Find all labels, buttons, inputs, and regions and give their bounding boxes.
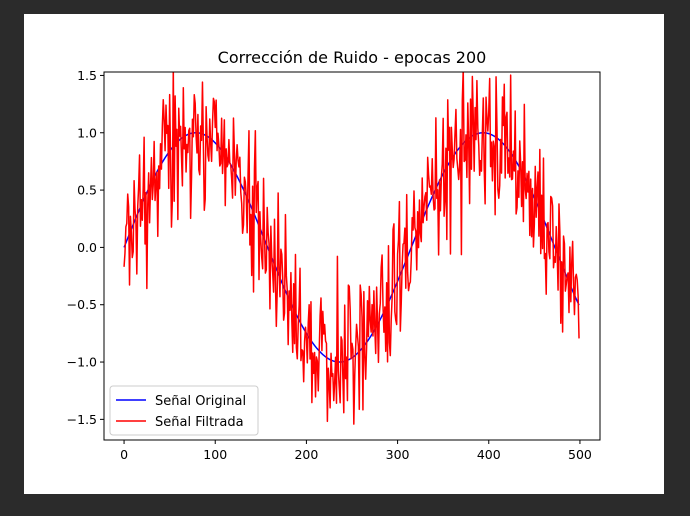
figure-canvas: Corrección de Ruido - epocas 200 0 100 200… (24, 14, 664, 494)
x-tick-label: 300 (386, 447, 410, 462)
x-axis-ticks: 0 100 200 300 400 500 (120, 440, 592, 462)
x-tick-label: 200 (294, 447, 318, 462)
legend-label-original: Señal Original (155, 394, 246, 409)
y-tick-label: 0.5 (77, 183, 97, 198)
legend-label-filtered: Señal Filtrada (155, 415, 244, 430)
series-line-filtered (123, 72, 580, 425)
plot-area (103, 71, 601, 441)
y-tick-label: −1.5 (67, 412, 97, 427)
y-axis-ticks: −1.5 −1.0 −0.5 0.0 0.5 1.0 1.5 (67, 68, 104, 427)
y-tick-label: −0.5 (67, 297, 97, 312)
x-tick-label: 100 (203, 447, 227, 462)
y-tick-label: 0.0 (77, 240, 97, 255)
x-tick-label: 500 (568, 447, 592, 462)
y-tick-label: −1.0 (67, 355, 97, 370)
y-tick-label: 1.5 (77, 68, 97, 83)
series-layer (123, 72, 580, 425)
line-chart: Corrección de Ruido - epocas 200 0 100 200… (67, 48, 601, 462)
x-tick-label: 0 (120, 447, 128, 462)
legend: Señal Original Señal Filtrada (109, 385, 259, 436)
x-tick-label: 400 (477, 447, 501, 462)
legend-box (109, 385, 259, 436)
chart-title: Corrección de Ruido - epocas 200 (218, 48, 487, 67)
axes-frame (103, 71, 601, 441)
y-tick-label: 1.0 (77, 125, 97, 140)
